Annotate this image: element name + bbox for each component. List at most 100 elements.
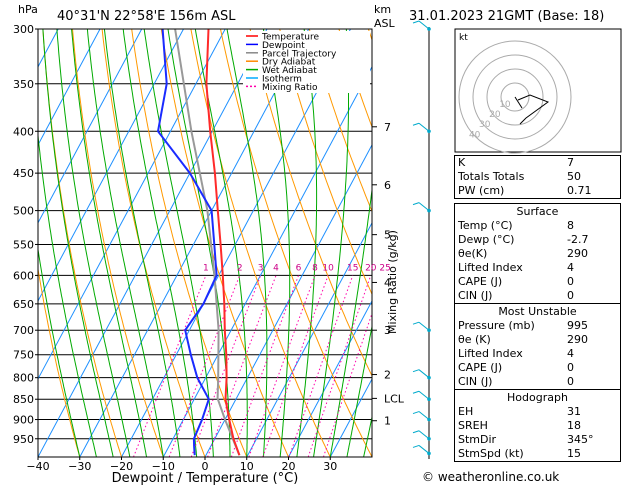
km-label: km <box>374 3 391 16</box>
hodograph-unit-label: kt <box>459 33 468 43</box>
pressure-tick-label: 450 <box>13 167 34 180</box>
wind-barb <box>418 202 430 211</box>
legend-label: Wet Adiabat <box>262 66 317 76</box>
surface-value: 0 <box>567 289 574 302</box>
wet-adiabat-line <box>38 246 81 457</box>
most-unstable-row: Lifted Index 4 <box>455 347 620 361</box>
hodograph-section: Hodograph EH 31 SREH 18 StmDir 345° StmSpd (kt… <box>455 390 620 461</box>
dry-adiabat-line <box>101 29 206 457</box>
mixing-ratio-line <box>207 275 277 457</box>
legend-box <box>243 31 370 93</box>
most-unstable-row: θe (K) 290 <box>455 333 620 347</box>
wind-barb <box>418 390 430 400</box>
most-unstable-label: CIN (J) <box>458 375 493 388</box>
legend-label: Mixing Ratio <box>262 83 318 93</box>
wet-adiabat-line <box>56 29 131 457</box>
pressure-tick-label: 850 <box>13 393 34 406</box>
legend-label: Temperature <box>261 33 319 43</box>
asl-label: ASL <box>374 17 396 30</box>
isotherm-line <box>38 29 268 457</box>
index-label: K <box>458 156 466 169</box>
pressure-tick-label: 900 <box>13 414 34 427</box>
hodograph-trace <box>517 94 550 125</box>
index-value: 50 <box>567 170 581 183</box>
location-label: 40°31'N 22°58'E 156m ASL <box>57 9 236 24</box>
pressure-tick-label: 500 <box>13 205 34 218</box>
temperature-tick-label: 20 <box>282 460 296 473</box>
wind-barb-flag <box>412 202 420 206</box>
mixing-ratio-line <box>288 275 354 457</box>
mixing-ratio-line <box>323 311 372 457</box>
wet-adiabat-line <box>226 29 268 457</box>
pressure-tick-label: 600 <box>13 269 34 282</box>
surface-row: Temp (°C) 8 <box>455 219 620 233</box>
km-tick-label: 2 <box>384 369 391 382</box>
km-tick-label: 7 <box>384 121 391 134</box>
dry-adiabat-line <box>38 266 81 457</box>
units-label: hPa <box>18 3 38 16</box>
wet-adiabat-line <box>86 29 164 457</box>
index-label: PW (cm) <box>458 184 505 197</box>
mixing-ratio-label: 3 <box>258 263 264 273</box>
wind-barb <box>418 445 430 454</box>
wet-adiabat-line <box>313 29 349 457</box>
hodograph-label: StmSpd (kt) <box>458 447 524 460</box>
wind-barbs <box>412 20 431 459</box>
temperature-tick-label: −30 <box>68 460 91 473</box>
wind-barb-dot <box>427 436 431 441</box>
mixing-ratio-label: 10 <box>322 263 334 273</box>
temperature-line <box>205 29 241 456</box>
wind-barb-flag <box>412 321 420 325</box>
temperature-tick-label: 30 <box>323 460 337 473</box>
isotherm-line <box>162 65 372 457</box>
footer-credit: © weatheronline.co.uk <box>422 470 560 484</box>
wind-barb <box>418 321 430 331</box>
most-unstable-value: 0 <box>567 361 574 374</box>
hodograph-ring-label: 10 <box>499 100 511 110</box>
hodograph-ring <box>486 68 544 126</box>
km-tick-label: 4 <box>384 276 391 289</box>
mixing-ratio-label: 2 <box>237 263 243 273</box>
surface-label: Temp (°C) <box>458 219 513 232</box>
isotherm-line <box>288 299 372 457</box>
temperature-tick-label: 10 <box>240 460 254 473</box>
dewpoint-line <box>157 29 218 456</box>
pressure-tick-label: 950 <box>13 433 34 446</box>
datetime-label: 31.01.2023 21GMT (Base: 18) <box>409 9 604 24</box>
wind-barb-flag <box>412 444 420 448</box>
temperature-tick-label: 0 <box>202 460 209 473</box>
isotherm-line <box>38 29 101 146</box>
index-value: 7 <box>567 156 574 169</box>
pressure-axis: 300 350 400 450 500 550 600 650 700 750 800 850 900 9… <box>13 23 38 446</box>
pressure-tick-label: 800 <box>13 372 34 385</box>
mixing-ratio-label: 6 <box>296 263 302 273</box>
most-unstable-value: 290 <box>567 333 588 346</box>
most-unstable-value: 0 <box>567 375 574 388</box>
mixing-ratio-line <box>262 275 329 457</box>
surface-row: CIN (J) 0 <box>455 289 620 303</box>
wet-adiabat-line <box>122 29 198 457</box>
surface-section: Surface Temp (°C) 8 Dewp (°C) -2.7 θe(K) 290 L… <box>455 204 620 304</box>
mixing-ratio-axis-label: Mixing Ratio (g/kg) <box>386 230 399 334</box>
wet-adiabat-line <box>363 414 372 457</box>
wind-barb <box>418 411 430 420</box>
wind-barb-flag <box>412 390 420 394</box>
wet-adiabat-line <box>42 29 114 457</box>
mixing-ratio-label: 20 <box>365 263 377 273</box>
wind-barb-dot <box>427 451 431 456</box>
mixing-ratio-labels: 1 2 3 4 6 8 10 15 20 25 <box>203 263 391 273</box>
mixing-ratio-label: 15 <box>347 263 358 273</box>
surface-label: θe(K) <box>458 247 488 260</box>
km-axis: 1 2 LCL 3 4 5 6 7 <box>372 121 405 428</box>
wind-barb <box>418 122 430 132</box>
km-tick-label: LCL <box>384 392 405 405</box>
wind-barb-dot <box>427 397 431 402</box>
hodograph-value: 18 <box>567 419 581 432</box>
wind-barb-dot <box>427 417 431 422</box>
hodograph-ring-label: 40 <box>469 130 481 140</box>
hodograph-ring <box>458 40 572 154</box>
wind-barb <box>418 20 430 30</box>
wind-barb-dot <box>427 27 431 31</box>
